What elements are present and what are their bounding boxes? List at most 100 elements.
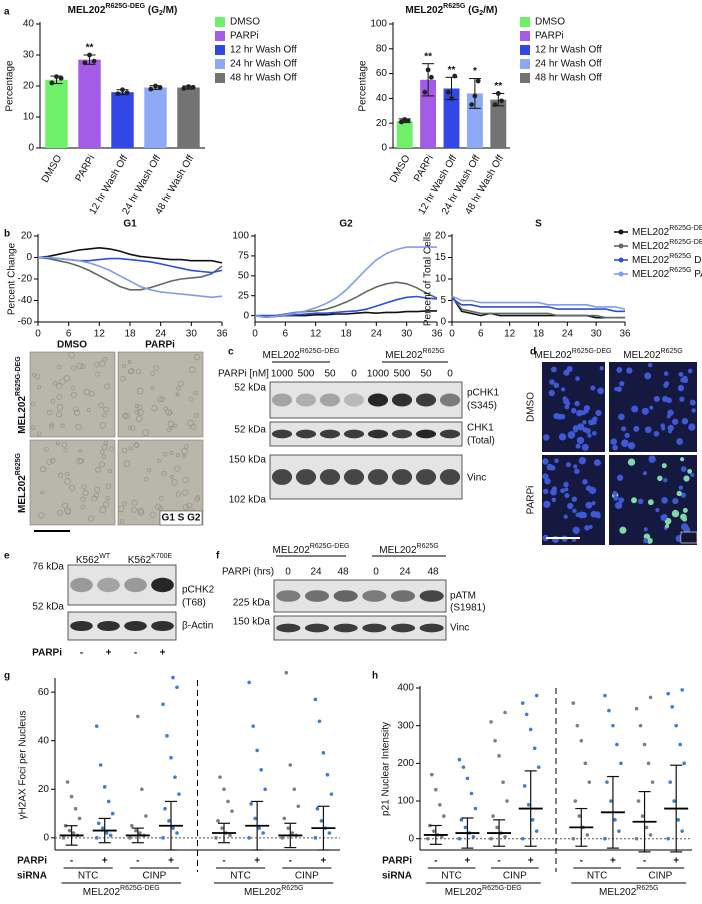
data-point — [522, 784, 527, 788]
nucleus — [588, 419, 595, 426]
nucleus — [682, 517, 687, 522]
y-tick-label: 25 — [238, 290, 250, 301]
cell-speck — [44, 446, 49, 452]
cell-speck — [123, 413, 130, 420]
nucleus — [553, 382, 560, 389]
nucleus — [572, 526, 580, 534]
nucleus — [616, 474, 624, 481]
data-point — [666, 691, 670, 696]
row-label: siRNA — [382, 871, 412, 882]
cell-speck — [123, 460, 131, 467]
data-point — [611, 723, 615, 728]
y-tick-label: 100 — [397, 796, 414, 807]
chart-title: MEL202R625G (G2/M) — [405, 3, 497, 17]
nucleus — [643, 538, 649, 544]
data-point — [216, 819, 220, 823]
mw-marker: 102 kDa — [229, 495, 267, 506]
cell-speck — [135, 415, 143, 423]
nucleus — [564, 404, 570, 410]
nucleus — [649, 405, 654, 410]
legend-label: 12 hr Wash Off — [535, 45, 602, 56]
text-part: R625G-DEG — [669, 239, 702, 246]
replicate-point — [54, 74, 59, 80]
nucleus — [567, 431, 576, 439]
series-line — [451, 295, 625, 319]
data-point — [69, 794, 74, 799]
nucleus — [683, 475, 690, 482]
replicate-point — [472, 93, 478, 99]
y-tick-label: 10 — [23, 112, 35, 123]
lane-label: - — [134, 648, 137, 659]
blot-band — [271, 469, 293, 485]
cell-speck — [68, 352, 75, 359]
nucleus — [643, 527, 648, 532]
legend-swatch — [520, 31, 530, 41]
legend-label: 24 hr Wash Off — [535, 59, 602, 70]
nucleus — [550, 366, 557, 373]
nucleus — [584, 525, 590, 531]
data-point — [672, 799, 676, 803]
nucleus — [583, 405, 590, 412]
data-point — [648, 833, 653, 837]
y-tick-label: 80 — [376, 43, 388, 54]
nucleus — [563, 514, 568, 519]
blot-band — [97, 577, 120, 593]
legend-label: DMSO — [230, 17, 260, 28]
cell-speck — [65, 472, 70, 477]
text-part: DMSO — [691, 255, 702, 266]
data-point — [94, 836, 99, 840]
y-tick-label: 100 — [232, 231, 249, 242]
legend-label: 24 hr Wash Off — [230, 59, 297, 70]
data-point — [461, 765, 466, 769]
legend-marker — [618, 229, 624, 235]
data-point — [108, 833, 113, 838]
legend-swatch — [215, 73, 225, 83]
cell-speck — [165, 409, 172, 416]
nucleus — [690, 473, 695, 478]
time-label: 48 — [427, 567, 439, 578]
text-part: MEL202 — [68, 5, 106, 16]
bar — [490, 99, 507, 148]
nucleus — [578, 511, 586, 519]
dose-label: 0 — [351, 369, 357, 380]
nucleus — [647, 499, 654, 506]
data-point — [587, 780, 592, 784]
group-label: MEL202R625G — [385, 348, 444, 360]
text-part: MEL202 — [535, 350, 573, 361]
cell-speck — [63, 448, 68, 453]
cell-speck — [169, 474, 174, 479]
legend-box — [159, 510, 203, 526]
protein-label: β-Actin — [182, 621, 213, 632]
text-part: 2 — [159, 10, 163, 17]
cell-speck — [120, 375, 126, 382]
text-part: R625G — [669, 253, 691, 260]
cell-speck — [133, 442, 140, 448]
bar — [420, 79, 437, 148]
group-label: MEL202R625G-DEG — [273, 543, 350, 555]
cell-speck — [80, 363, 86, 369]
replicate-point — [91, 58, 97, 64]
nucleus — [588, 486, 597, 495]
data-point — [218, 775, 222, 779]
cell-speck — [78, 458, 85, 464]
data-point — [503, 835, 507, 839]
cell-speck — [121, 447, 128, 454]
treatment-label: PARPi — [32, 648, 62, 659]
nucleus — [644, 426, 652, 434]
treatment-label: + — [673, 856, 679, 867]
nucleus — [560, 488, 565, 494]
data-point — [585, 833, 590, 837]
data-point — [226, 799, 230, 804]
cell-speck — [95, 371, 100, 377]
cell-speck — [48, 424, 54, 430]
cell-line-label: K562WT — [76, 553, 111, 565]
nucleus — [564, 493, 570, 498]
nucleus — [648, 455, 656, 463]
cell-speck — [169, 451, 174, 455]
sirna-label: CINP — [295, 871, 319, 882]
treatment-label: - — [289, 856, 292, 867]
replicate-point — [190, 84, 196, 90]
data-point — [317, 719, 322, 724]
nucleus — [687, 468, 693, 474]
data-point — [315, 806, 320, 811]
